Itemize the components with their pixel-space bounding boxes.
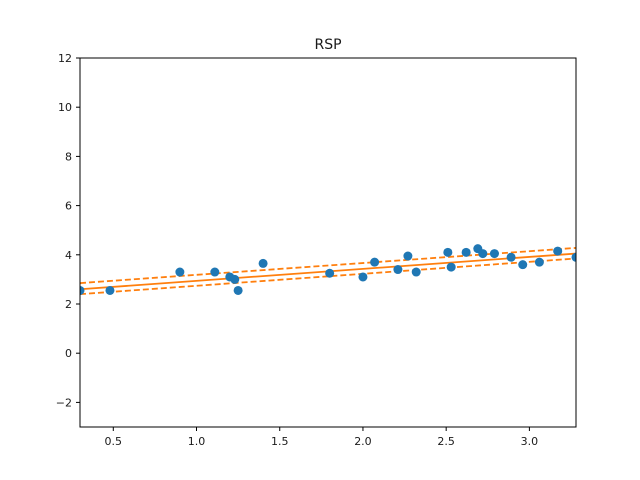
y-tick-label: 10 <box>58 101 72 114</box>
y-axis: −2 0 2 4 6 8 10 12 <box>56 52 80 409</box>
data-point <box>403 251 413 261</box>
chart-title: RSP <box>314 37 341 53</box>
data-point <box>411 267 421 277</box>
data-point <box>518 260 528 270</box>
x-tick-label: 0.5 <box>105 435 123 448</box>
x-tick-label: 2.0 <box>354 435 372 448</box>
y-tick-label: 12 <box>58 52 72 65</box>
data-point <box>446 262 456 272</box>
data-point <box>325 268 335 278</box>
confidence-band-line <box>80 247 576 284</box>
x-tick-label: 1.5 <box>271 435 289 448</box>
y-tick-label: 6 <box>65 200 72 213</box>
data-point <box>489 249 499 259</box>
data-point <box>478 249 488 259</box>
data-point <box>358 272 368 282</box>
data-point <box>571 252 576 262</box>
data-point <box>210 267 220 277</box>
data-point <box>230 274 240 284</box>
y-tick-label: 8 <box>65 150 72 163</box>
x-axis: 0.5 1.0 1.5 2.0 2.5 3.0 <box>105 427 539 448</box>
data-point <box>534 257 544 267</box>
data-point <box>370 257 380 267</box>
data-point <box>506 252 516 262</box>
data-point <box>443 247 453 257</box>
data-point <box>461 247 471 257</box>
plot-frame <box>79 57 577 428</box>
y-tick-label: 4 <box>65 249 72 262</box>
y-tick-label: 2 <box>65 298 72 311</box>
x-tick-label: 2.5 <box>437 435 455 448</box>
data-point <box>393 265 403 275</box>
y-tick-label: 0 <box>65 347 72 360</box>
plot-area <box>80 244 576 296</box>
data-point <box>233 285 243 295</box>
data-point <box>553 246 563 256</box>
data-point <box>80 285 85 295</box>
x-tick-label: 1.0 <box>188 435 206 448</box>
y-tick-label: −2 <box>56 396 72 409</box>
x-tick-label: 3.0 <box>521 435 539 448</box>
data-point <box>258 258 268 268</box>
data-point <box>105 285 115 295</box>
data-point <box>175 267 185 277</box>
